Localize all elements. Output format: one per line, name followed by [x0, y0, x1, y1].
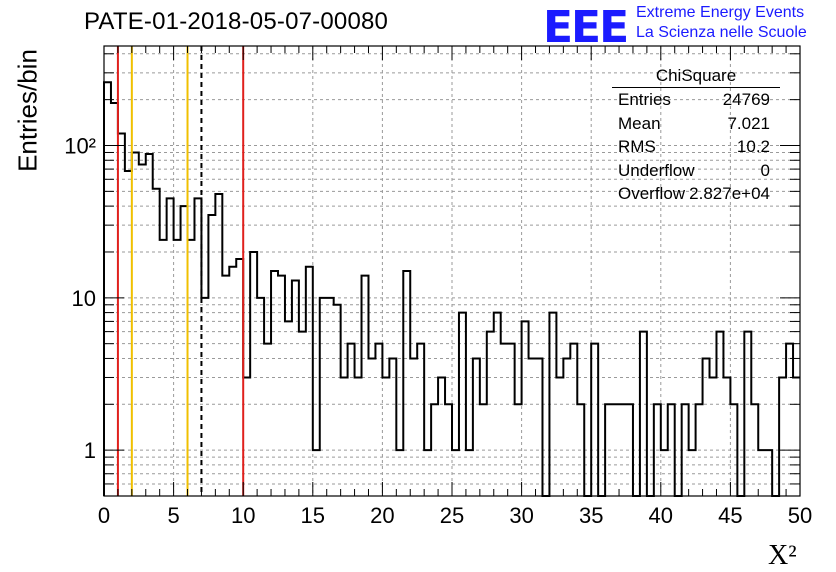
stats-row-overflow: Overflow 2.827e+04 [612, 184, 780, 208]
y-tick-label: 10² [64, 133, 96, 158]
stats-value: 7.021 [727, 113, 770, 133]
histogram-steps [103, 81, 800, 497]
stats-label: Overflow [618, 184, 686, 203]
stats-label: Underflow [618, 160, 695, 180]
stats-label: Entries [618, 90, 671, 109]
stats-value: 24769 [722, 90, 770, 109]
x-axis-label: X² [768, 540, 797, 571]
x-tick-label: 50 [788, 503, 812, 528]
x-tick-label: 0 [98, 503, 110, 528]
eee-logo: EEE [543, 2, 629, 53]
x-tick-label: 45 [718, 503, 742, 528]
y-tick-label: 1 [84, 438, 96, 463]
stats-value: 2.827e+04 [689, 184, 770, 203]
x-tick-label: 25 [440, 503, 464, 528]
stats-label: RMS [618, 137, 656, 156]
x-tick-label: 40 [649, 503, 673, 528]
y-tick-label: 10 [72, 286, 96, 311]
x-tick-label: 35 [579, 503, 603, 528]
logo-line-1: Extreme Energy Events [636, 4, 805, 21]
stats-box: ChiSquare Entries 24769 Mean 7.021 RMS 1… [612, 66, 780, 208]
logo-line-2: La Scienza nelle Scuole [636, 24, 807, 41]
x-tick-label: 20 [370, 503, 394, 528]
x-tick-label: 10 [231, 503, 255, 528]
x-tick-label: 15 [301, 503, 325, 528]
stats-row-rms: RMS 10.2 [612, 137, 780, 161]
x-tick-label: 5 [167, 503, 179, 528]
stats-row-mean: Mean 7.021 [612, 114, 780, 138]
chart-title: PATE-01-2018-05-07-00080 [84, 8, 389, 35]
y-axis-label: Entries/bin [12, 49, 43, 172]
x-tick-label: 30 [509, 503, 533, 528]
stats-row-entries: Entries 24769 [612, 90, 780, 114]
stats-label: Mean [618, 113, 661, 133]
stats-value: 0 [760, 160, 770, 180]
stats-value: 10.2 [736, 137, 770, 156]
stats-row-underflow: Underflow 0 [612, 161, 780, 185]
stats-title: ChiSquare [612, 66, 780, 88]
